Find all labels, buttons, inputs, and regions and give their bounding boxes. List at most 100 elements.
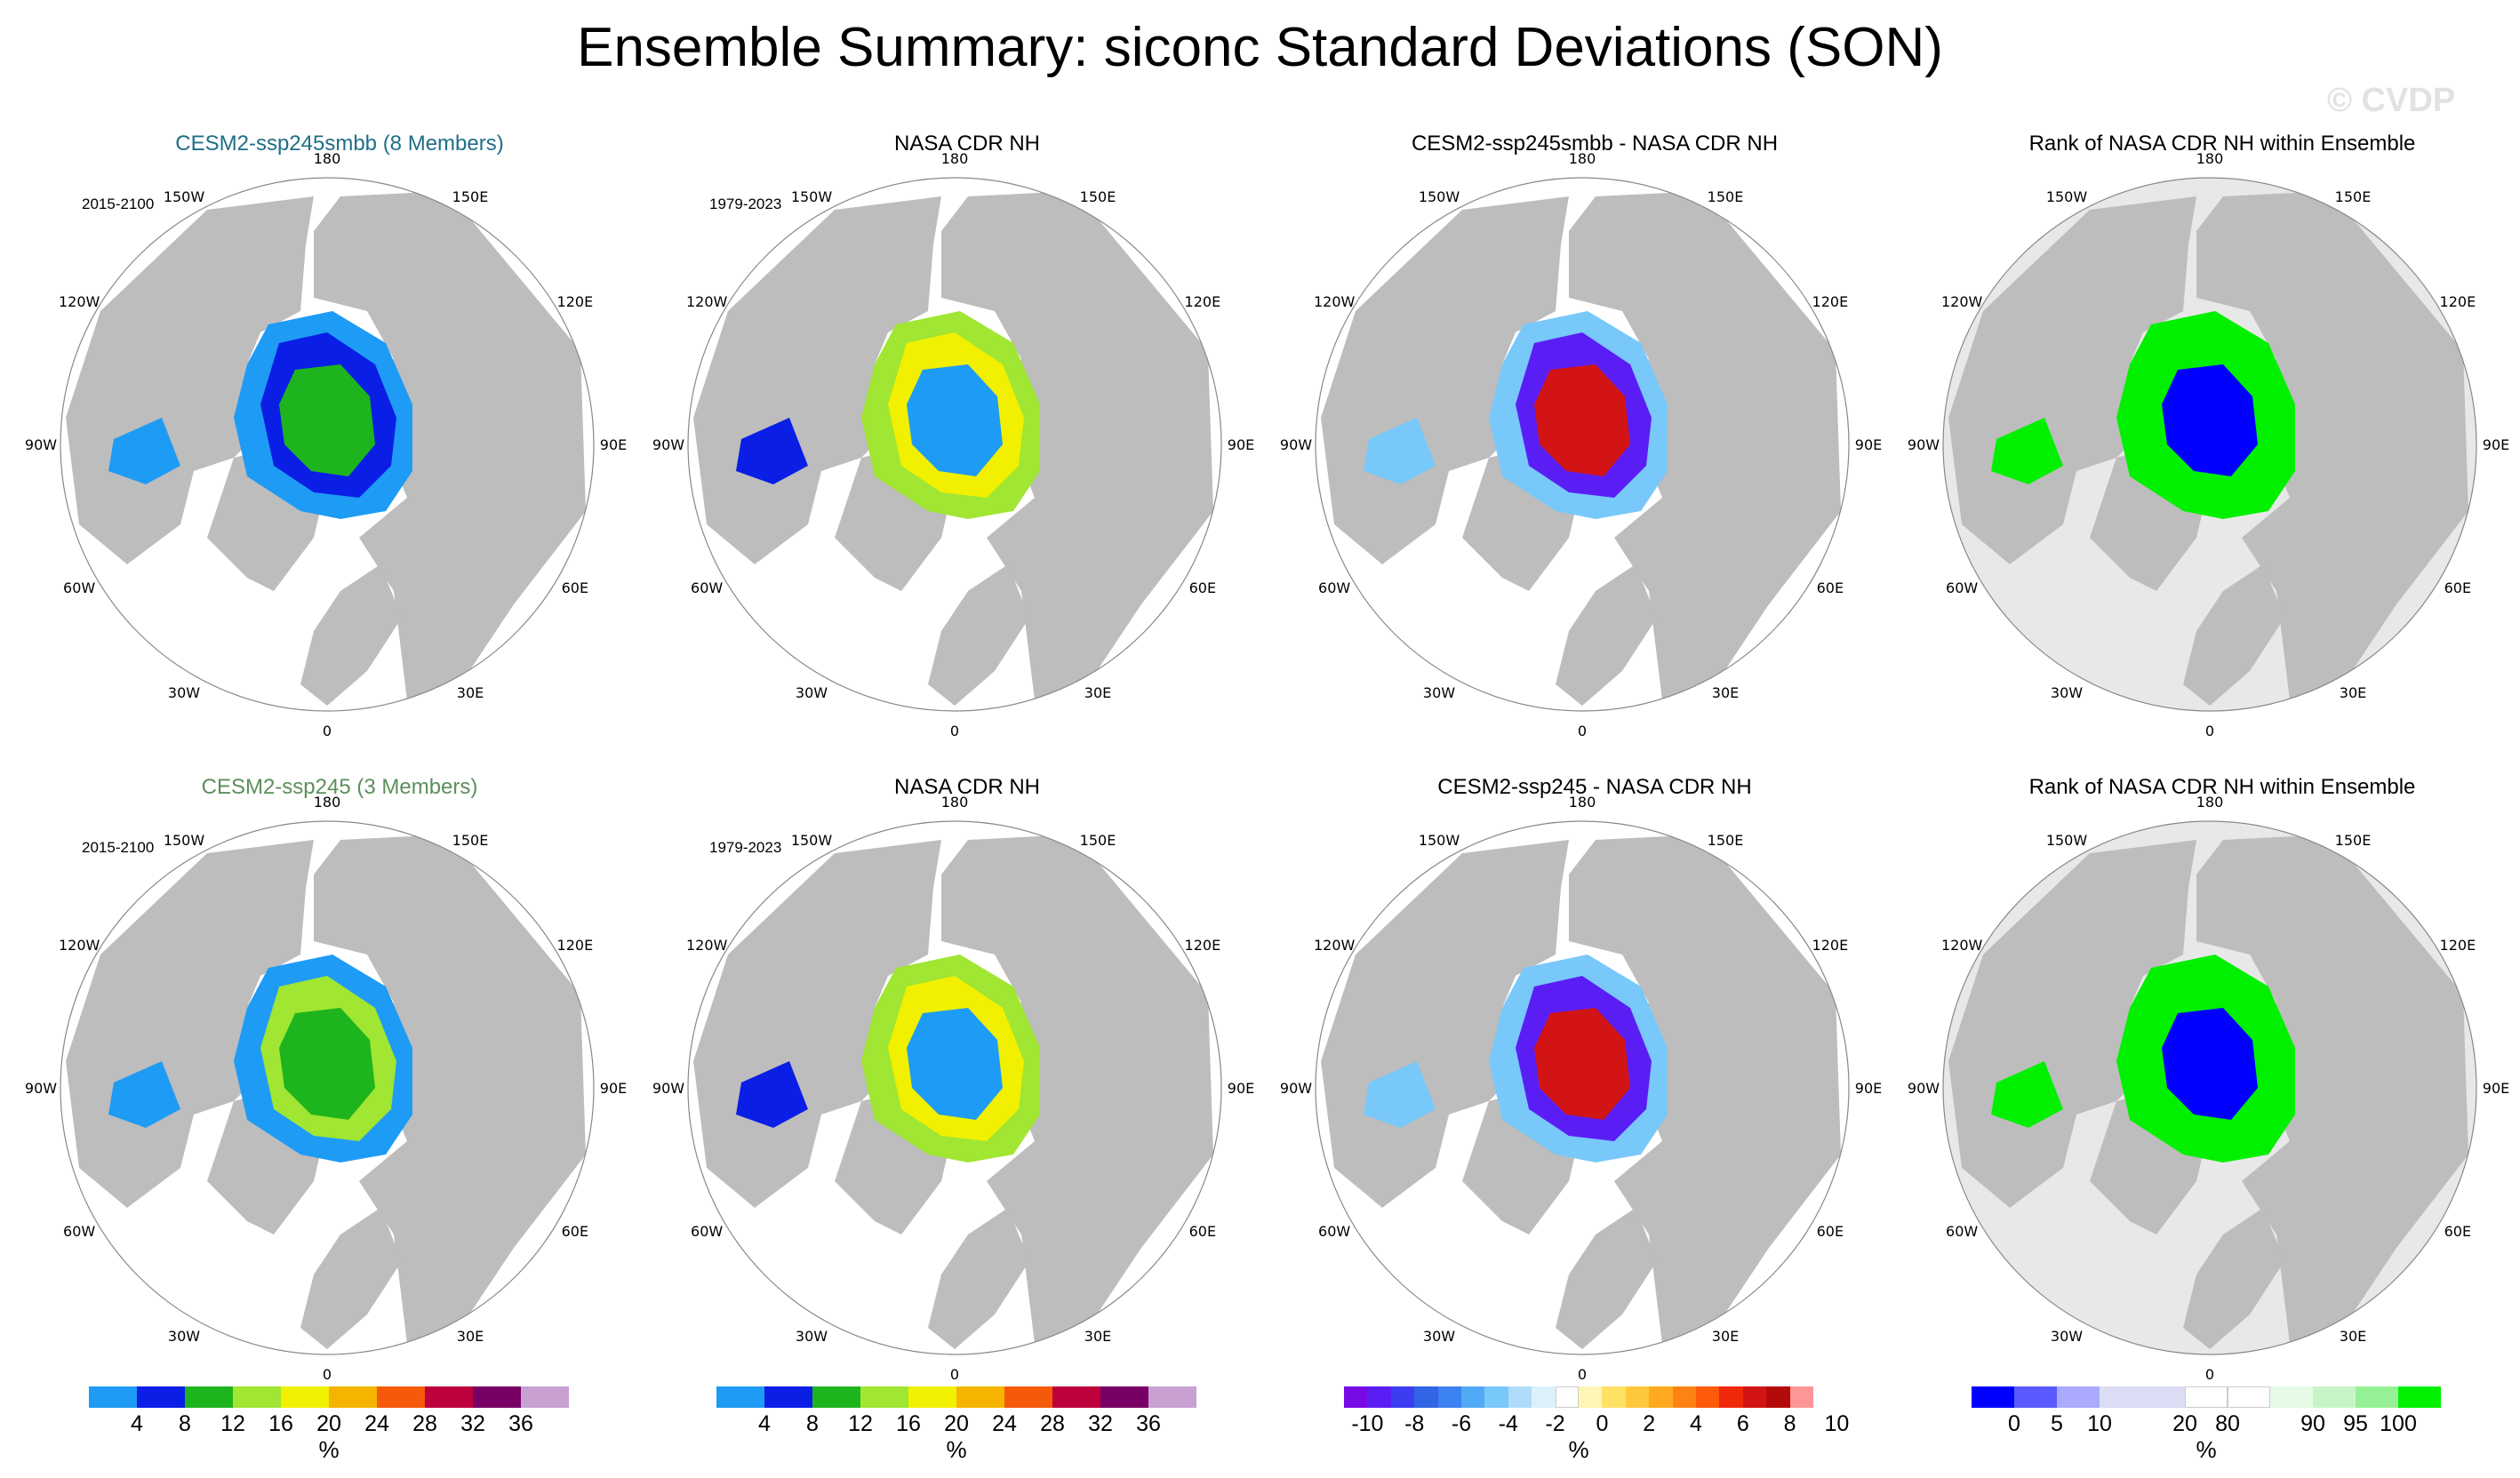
ice-field-hudson: [736, 418, 808, 484]
lon-label: 30E: [457, 684, 484, 701]
lon-label: 90E: [1228, 1080, 1254, 1097]
colorbar-tick: 28: [412, 1411, 437, 1436]
lon-label: 90W: [25, 436, 57, 453]
colorbar-tick: 10: [1824, 1411, 1850, 1436]
lon-label: 60E: [1189, 579, 1216, 596]
lon-label: 60W: [63, 1223, 95, 1240]
colorbar-swatch: [860, 1386, 908, 1408]
lon-label: 150E: [1708, 188, 1744, 205]
lon-label: 30E: [1712, 684, 1739, 701]
lon-label: 180: [941, 150, 969, 167]
ice-field-core: [1534, 1008, 1630, 1120]
colorbar-swatch: [1602, 1386, 1626, 1408]
lon-label: 150W: [2046, 832, 2088, 849]
colorbar-swatch: [2270, 1386, 2313, 1408]
map-border: [1315, 177, 1850, 712]
colorbar-tick: 10: [2087, 1411, 2112, 1436]
colorbar-swatch: [2313, 1386, 2356, 1408]
land-mass: [1569, 191, 1841, 700]
colorbar-swatch: [1742, 1386, 1767, 1408]
colorbar-swatch: [233, 1386, 281, 1408]
colorbar-tick: 95: [2343, 1411, 2368, 1436]
land-mass: [928, 564, 1029, 706]
lon-label: 120E: [2440, 293, 2476, 310]
colorbar-swatch: [908, 1386, 956, 1408]
colorbar-swatch: [377, 1386, 425, 1408]
colorbar-tick: -2: [1545, 1411, 1565, 1436]
land-mass: [1569, 835, 1841, 1344]
colorbar-swatch: [2057, 1386, 2100, 1408]
ice-field-hudson: [108, 1061, 180, 1128]
ice-field-core: [2162, 364, 2258, 476]
colorbar-tick: 0: [1596, 1411, 1609, 1436]
colorbar-swatch: [1696, 1386, 1720, 1408]
ice-field-hudson: [1991, 418, 2063, 484]
colorbar-swatch: [1972, 1386, 2014, 1408]
colorbar-swatch: [473, 1386, 521, 1408]
panel-title: NASA CDR NH: [893, 775, 1041, 799]
colorbar-tick: 8: [1783, 1411, 1796, 1436]
colorbar-tick: 16: [268, 1411, 293, 1436]
colorbar-tick: 20: [2172, 1411, 2197, 1436]
lon-label: 30E: [2340, 684, 2366, 701]
colorbar-swatch: [1649, 1386, 1673, 1408]
lon-label: 90E: [2483, 1080, 2509, 1097]
lon-label: 60W: [63, 579, 95, 596]
lon-label: 150W: [791, 832, 833, 849]
lon-label: 30E: [2340, 1328, 2366, 1345]
map-border: [687, 820, 1222, 1355]
panel-years: 1979-2023: [709, 839, 782, 856]
lon-label: 30E: [1084, 684, 1111, 701]
lon-label: 30W: [168, 684, 200, 701]
land-mass: [2196, 191, 2468, 700]
lon-label: 90E: [600, 436, 627, 453]
colorbar-tick: 4: [758, 1411, 771, 1436]
lon-label: 90W: [1280, 436, 1312, 453]
colorbar-tick: 90: [2300, 1411, 2325, 1436]
panel-years: 2015-2100: [82, 839, 155, 856]
colorbar-swatch: [1789, 1386, 1813, 1408]
colorbar-unit: %: [946, 1436, 967, 1463]
ice-field-core: [1534, 364, 1630, 476]
lon-label: 150E: [452, 188, 489, 205]
colorbar-diff: -10 -8 -6 -4 -2 0 2 4 6 8 10%: [1344, 1386, 1849, 1471]
map-panel-r2c2: NASA CDR NH 1979-2023 180 150E 120E 90E 60E 30E…: [652, 722, 1282, 1433]
colorbar-tick: 32: [460, 1411, 485, 1436]
lon-label: 90W: [25, 1080, 57, 1097]
ice-field-hudson: [736, 1061, 808, 1128]
lon-label: 0: [2205, 1366, 2214, 1383]
colorbar-tick: 36: [1136, 1411, 1161, 1436]
colorbar-swatch: [1367, 1386, 1391, 1408]
land-mass: [300, 564, 402, 706]
map-border: [60, 820, 595, 1355]
colorbar-swatch: [1004, 1386, 1052, 1408]
colorbar-tick: 32: [1088, 1411, 1113, 1436]
colorbar-swatch: [425, 1386, 473, 1408]
colorbar-tick: 4: [1690, 1411, 1702, 1436]
colorbar-std-2: 4 8 12 16 20 24 28 32 36%: [716, 1386, 1196, 1471]
colorbar-tick: -6: [1451, 1411, 1472, 1436]
colorbar-unit: %: [2196, 1436, 2217, 1463]
lon-label: 90W: [1908, 436, 1940, 453]
land-mass: [1556, 564, 1657, 706]
colorbar-unit: %: [1568, 1436, 1589, 1463]
colorbar-swatch: [1461, 1386, 1485, 1408]
colorbar-swatch: [1100, 1386, 1148, 1408]
colorbar-swatch: [2142, 1386, 2185, 1408]
colorbar-unit: %: [318, 1436, 340, 1463]
lon-label: 30E: [1084, 1328, 1111, 1345]
colorbar-swatch: [1414, 1386, 1438, 1408]
lon-label: 180: [314, 150, 341, 167]
lon-label: 120W: [686, 293, 728, 310]
colorbar-swatch: [1555, 1386, 1579, 1408]
land-mass: [2183, 1208, 2284, 1349]
panel-title: Rank of NASA CDR NH within Ensemble: [2028, 775, 2416, 799]
lon-label: 90E: [1855, 436, 1882, 453]
colorbar-swatch: [1719, 1386, 1743, 1408]
colorbar-swatch: [137, 1386, 185, 1408]
map-panel-r1c1: CESM2-ssp245smbb (8 Members) 2015-2100 180…: [25, 78, 654, 789]
lon-label: 30W: [2051, 1328, 2083, 1345]
colorbar-tick: 36: [508, 1411, 533, 1436]
map-border: [1315, 820, 1850, 1355]
map-border: [1942, 177, 2477, 712]
